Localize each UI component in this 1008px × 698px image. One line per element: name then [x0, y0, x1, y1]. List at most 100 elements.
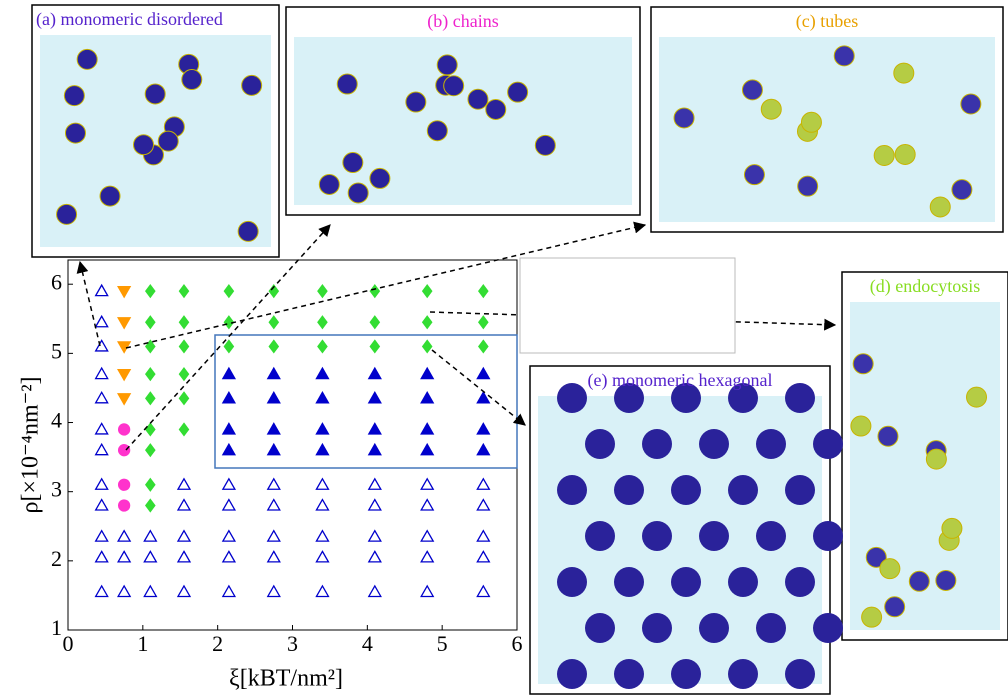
- particle: [785, 659, 815, 689]
- figure: (a) monomeric disordered(b) chains(c) tu…: [0, 0, 1008, 698]
- particle: [642, 429, 672, 459]
- point: [144, 551, 156, 562]
- x-axis-label: ξ[kBT/nm²]: [229, 666, 343, 692]
- point: [477, 479, 489, 490]
- particle: [785, 567, 815, 597]
- particle: [614, 475, 644, 505]
- point: [316, 586, 328, 597]
- x-tick-label: 6: [512, 631, 523, 656]
- inset-label: (d) endocytosis: [870, 276, 980, 297]
- particle: [557, 475, 587, 505]
- point: [421, 479, 433, 490]
- particle: [878, 426, 898, 446]
- point: [119, 500, 130, 511]
- point: [144, 586, 156, 597]
- point: [223, 500, 235, 511]
- point: [223, 423, 235, 434]
- particle: [642, 521, 672, 551]
- point: [96, 500, 108, 511]
- particle: [674, 108, 694, 128]
- inset-label: (b) chains: [427, 11, 498, 32]
- point: [268, 500, 280, 511]
- particle: [508, 82, 528, 102]
- particle: [785, 475, 815, 505]
- particle: [801, 112, 821, 132]
- particle: [942, 518, 962, 538]
- particle: [77, 49, 97, 69]
- point: [318, 340, 327, 352]
- particle: [699, 521, 729, 551]
- point: [146, 479, 155, 491]
- point: [479, 285, 488, 297]
- point: [477, 586, 489, 597]
- particle: [728, 475, 758, 505]
- point: [421, 392, 433, 403]
- particle: [242, 75, 262, 95]
- point: [421, 551, 433, 562]
- particle: [614, 567, 644, 597]
- point: [369, 500, 381, 511]
- legend: [520, 258, 735, 353]
- point: [224, 285, 233, 297]
- point: [96, 368, 108, 379]
- point: [223, 531, 235, 542]
- particle: [348, 183, 368, 203]
- particle: [406, 92, 426, 112]
- particle: [862, 607, 882, 627]
- particle: [238, 221, 258, 241]
- point: [479, 316, 488, 328]
- point: [96, 586, 108, 597]
- point: [268, 392, 280, 403]
- y-tick-label: 1: [51, 615, 62, 640]
- particle: [728, 567, 758, 597]
- point: [118, 287, 130, 298]
- point: [119, 479, 130, 490]
- point: [477, 531, 489, 542]
- point: [477, 444, 489, 455]
- point: [146, 392, 155, 404]
- point: [146, 423, 155, 435]
- particle: [851, 416, 871, 436]
- point: [223, 368, 235, 379]
- point: [421, 531, 433, 542]
- point: [179, 316, 188, 328]
- particle: [370, 168, 390, 188]
- point: [316, 500, 328, 511]
- point: [146, 368, 155, 380]
- particle: [64, 86, 84, 106]
- particle: [585, 613, 615, 643]
- point: [96, 531, 108, 542]
- particle: [65, 123, 85, 143]
- point: [369, 423, 381, 434]
- point: [118, 586, 130, 597]
- particle: [557, 659, 587, 689]
- point: [421, 500, 433, 511]
- particle: [853, 354, 873, 374]
- point: [119, 424, 130, 435]
- particle: [427, 121, 447, 141]
- point: [223, 479, 235, 490]
- particle: [468, 89, 488, 109]
- point: [369, 479, 381, 490]
- point: [369, 551, 381, 562]
- point: [179, 340, 188, 352]
- particle: [756, 613, 786, 643]
- inset-label: (a) monomeric disordered: [36, 9, 223, 30]
- point: [223, 392, 235, 403]
- particle: [961, 94, 981, 114]
- point: [421, 368, 433, 379]
- point: [178, 500, 190, 511]
- point: [223, 551, 235, 562]
- particle: [557, 567, 587, 597]
- particle: [895, 144, 915, 164]
- particle: [952, 180, 972, 200]
- particle: [486, 99, 506, 119]
- particle: [761, 99, 781, 119]
- particle: [535, 135, 555, 155]
- point: [268, 368, 280, 379]
- particle: [742, 80, 762, 100]
- point: [268, 444, 280, 455]
- y-tick-label: 4: [51, 408, 62, 433]
- particle: [614, 659, 644, 689]
- y-tick-label: 6: [51, 269, 62, 294]
